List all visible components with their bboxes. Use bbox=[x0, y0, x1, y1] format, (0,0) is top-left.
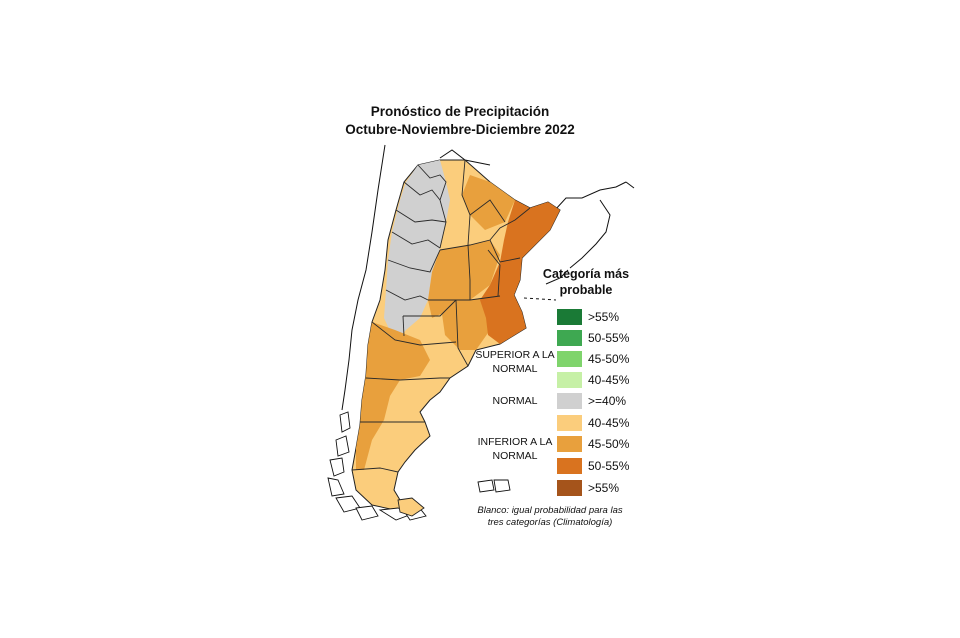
rio-de-la-plata-limit bbox=[523, 297, 557, 301]
region-below-50-55 bbox=[480, 200, 560, 344]
title-line-1: Pronóstico de Precipitación bbox=[370, 104, 550, 119]
legend-swatch bbox=[557, 457, 582, 474]
region-below-45-50-patagonia bbox=[356, 322, 430, 470]
legend-heading: Categoría más probable bbox=[542, 267, 630, 297]
legend-group-superior: SUPERIOR A LA NORMAL bbox=[475, 349, 555, 375]
legend-label: 45-50% bbox=[588, 436, 630, 451]
title-line-2: Octubre-Noviembre-Diciembre 2022 bbox=[345, 122, 575, 137]
bolivia-border bbox=[439, 149, 491, 166]
legend-note: Blanco: igual probabilidad para las tres… bbox=[477, 505, 623, 528]
legend-swatch bbox=[557, 435, 582, 452]
region-below-45-50-center bbox=[428, 240, 500, 318]
region-normal bbox=[384, 160, 450, 342]
legend-label: >=40% bbox=[588, 393, 627, 408]
legend-item-normal: >=40% bbox=[557, 392, 626, 409]
tierra-del-fuego bbox=[397, 497, 425, 517]
brazil-border-2 bbox=[625, 181, 635, 189]
legend-item-inferior-45-50: 45-50% bbox=[557, 435, 629, 452]
legend-swatch bbox=[557, 350, 582, 367]
legend-swatch bbox=[557, 371, 582, 388]
legend-label: 40-45% bbox=[588, 415, 630, 430]
legend-item-superior-45-50: 45-50% bbox=[557, 350, 629, 367]
legend-group-normal: NORMAL bbox=[492, 395, 538, 407]
legend-label: 50-55% bbox=[588, 330, 630, 345]
legend-item-superior-55: >55% bbox=[557, 308, 619, 325]
argentina-landmass bbox=[351, 159, 561, 511]
neighbor-borders bbox=[341, 144, 635, 411]
legend-swatch bbox=[557, 308, 582, 325]
brazil-coast bbox=[569, 199, 611, 269]
legend-item-superior-50-55: 50-55% bbox=[557, 329, 629, 346]
map-title: Pronóstico de Precipitación Octubre-Novi… bbox=[300, 103, 620, 139]
legend-item-inferior-55: >55% bbox=[557, 479, 619, 496]
region-below-45-50-north bbox=[462, 175, 515, 230]
legend-group-inferior: INFERIOR A LA NORMAL bbox=[477, 436, 553, 462]
province-borders bbox=[351, 159, 531, 473]
legend-item-inferior-40-45: 40-45% bbox=[557, 414, 629, 431]
legend-item-superior-40-45: 40-45% bbox=[557, 371, 629, 388]
legend-label: 50-55% bbox=[588, 458, 630, 473]
legend-swatch bbox=[557, 479, 582, 496]
brazil-border-1 bbox=[554, 181, 627, 211]
chile-coast-north bbox=[341, 144, 386, 411]
uruguay-coast bbox=[545, 269, 569, 285]
legend-swatch bbox=[557, 392, 582, 409]
legend-swatch bbox=[557, 414, 582, 431]
legend-label: >55% bbox=[588, 480, 620, 495]
legend-item-inferior-50-55: 50-55% bbox=[557, 457, 629, 474]
legend-label: >55% bbox=[588, 309, 620, 324]
legend-label: 40-45% bbox=[588, 372, 630, 387]
legend-label: 45-50% bbox=[588, 351, 630, 366]
malvinas-islands bbox=[477, 479, 511, 493]
legend-swatch bbox=[557, 329, 582, 346]
